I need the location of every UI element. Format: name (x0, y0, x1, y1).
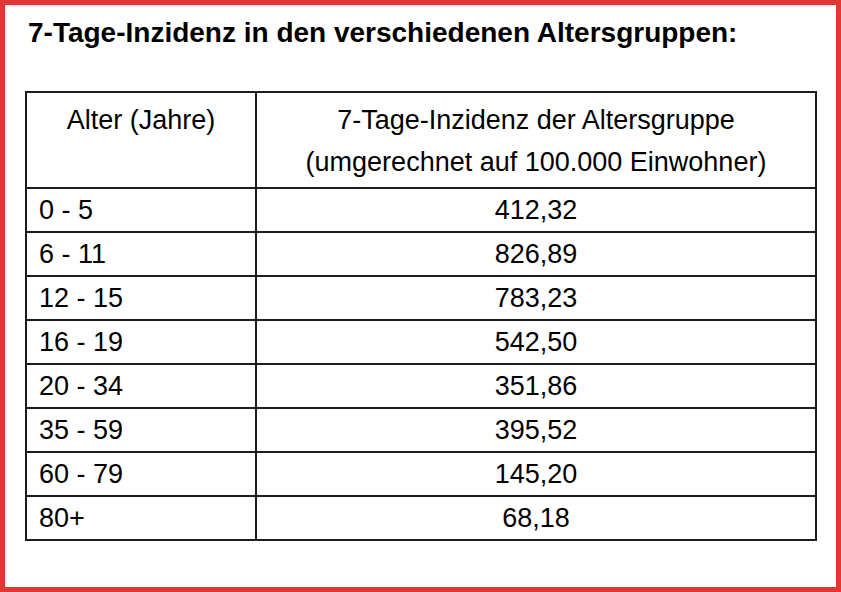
document-page: 7-Tage-Inzidenz in den verschiedenen Alt… (0, 0, 841, 592)
age-cell: 16 - 19 (26, 320, 256, 364)
table-row: 35 - 59 395,52 (26, 408, 816, 452)
incidence-cell: 351,86 (256, 364, 816, 408)
age-cell: 60 - 79 (26, 452, 256, 496)
page-title: 7-Tage-Inzidenz in den verschiedenen Alt… (28, 17, 737, 49)
table-row: 60 - 79 145,20 (26, 452, 816, 496)
column-header-incidence: 7-Tage-Inzidenz der Altersgruppe (umgere… (256, 92, 816, 188)
incidence-table: Alter (Jahre) 7-Tage-Inzidenz der Alters… (25, 91, 817, 541)
table-row: 12 - 15 783,23 (26, 276, 816, 320)
table-row: 6 - 11 826,89 (26, 232, 816, 276)
age-cell: 6 - 11 (26, 232, 256, 276)
age-cell: 20 - 34 (26, 364, 256, 408)
age-cell: 35 - 59 (26, 408, 256, 452)
incidence-cell: 826,89 (256, 232, 816, 276)
table-row: 80+ 68,18 (26, 496, 816, 540)
column-header-age: Alter (Jahre) (26, 92, 256, 188)
column-header-incidence-line1: 7-Tage-Inzidenz der Altersgruppe (257, 99, 815, 141)
incidence-cell: 145,20 (256, 452, 816, 496)
table-header-row: Alter (Jahre) 7-Tage-Inzidenz der Alters… (26, 92, 816, 188)
table-row: 0 - 5 412,32 (26, 188, 816, 232)
age-cell: 0 - 5 (26, 188, 256, 232)
age-cell: 80+ (26, 496, 256, 540)
table-row: 16 - 19 542,50 (26, 320, 816, 364)
column-header-incidence-line2: (umgerechnet auf 100.000 Einwohner) (257, 141, 815, 183)
incidence-cell: 395,52 (256, 408, 816, 452)
column-header-age-label: Alter (Jahre) (67, 105, 216, 135)
incidence-cell: 783,23 (256, 276, 816, 320)
age-cell: 12 - 15 (26, 276, 256, 320)
table-row: 20 - 34 351,86 (26, 364, 816, 408)
incidence-cell: 542,50 (256, 320, 816, 364)
incidence-cell: 68,18 (256, 496, 816, 540)
incidence-cell: 412,32 (256, 188, 816, 232)
